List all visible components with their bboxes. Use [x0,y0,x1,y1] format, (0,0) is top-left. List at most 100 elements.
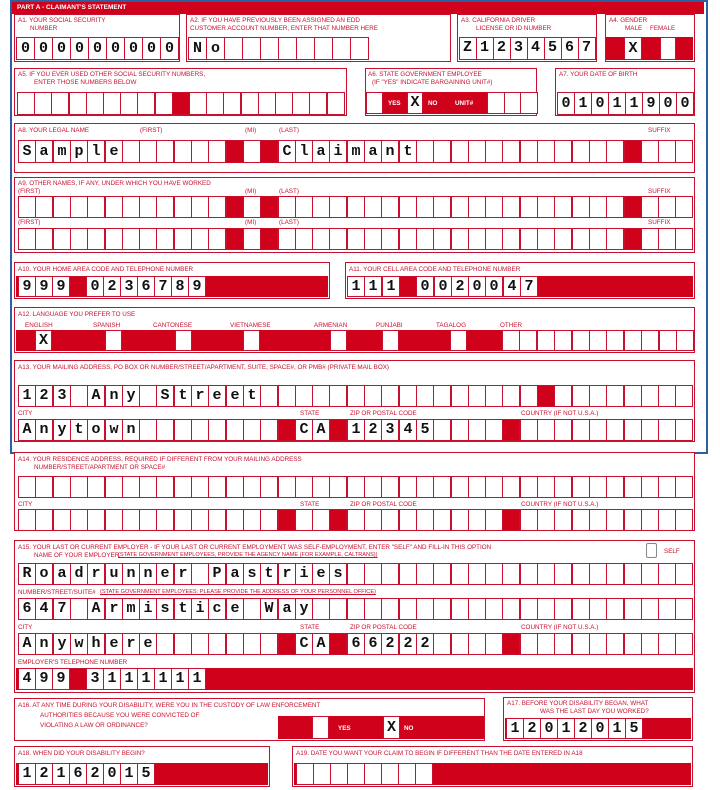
mailing-city-state-zip-cell[interactable] [433,419,451,441]
other-name-cell[interactable] [502,228,520,250]
residence-address-cell[interactable] [433,476,451,498]
legal-name-cell[interactable]: C [278,140,296,163]
other-name-cell[interactable] [174,196,192,218]
employer-name-cell[interactable] [416,563,434,585]
edd-account-cell[interactable] [278,37,297,60]
legal-name-cell[interactable] [416,140,434,163]
claim-begin-cell[interactable] [296,763,314,785]
employer-street-cell[interactable] [675,598,693,620]
mailing-address-cell[interactable] [347,385,365,407]
mailing-address-cell[interactable]: t [243,385,261,407]
legal-name-cell[interactable] [451,140,469,163]
other-name-cell[interactable] [156,228,174,250]
employer-street-cell[interactable]: y [295,598,313,620]
last-day-worked-cell[interactable]: 0 [591,718,609,739]
employer-city-state-zip-cell[interactable] [641,633,659,655]
language-checkbox-punjabi[interactable] [382,330,399,351]
mailing-city-state-zip-cell[interactable]: C [295,419,313,441]
ssn-digit-cell[interactable]: 0 [52,37,71,60]
other-name-cell[interactable] [502,196,520,218]
other-name-cell[interactable] [208,196,226,218]
cell-phone-cell[interactable]: 0 [468,276,486,297]
other-name-cell[interactable] [278,196,296,218]
residence-city-state-zip-cell[interactable] [312,509,330,531]
ssn-digit-cell[interactable]: 0 [88,37,107,60]
employer-phone-cell[interactable]: 4 [18,668,36,690]
employer-street-cell[interactable]: i [139,598,157,620]
legal-name-cell[interactable] [572,140,590,163]
other-name-cell[interactable] [589,196,607,218]
other-ssn-cell[interactable] [137,92,155,115]
other-name-cell[interactable] [105,228,123,250]
employer-street-cell[interactable] [433,598,451,620]
other-name-cell[interactable] [35,196,53,218]
other-language-cell[interactable] [641,330,659,351]
disability-begin-cell[interactable]: 1 [18,763,36,785]
other-name-cell[interactable] [572,228,590,250]
mailing-city-state-zip-cell[interactable] [451,419,469,441]
employer-name-cell[interactable]: o [35,563,53,585]
ssn-digit-cell[interactable]: 0 [142,37,161,60]
employer-city-state-zip-cell[interactable] [554,633,572,655]
employer-city-state-zip-cell[interactable] [589,633,607,655]
last-day-worked-cell[interactable]: 2 [574,718,592,739]
mailing-city-state-zip-cell[interactable]: 3 [381,419,399,441]
legal-name-cell[interactable]: a [364,140,382,163]
employer-name-cell[interactable] [658,563,676,585]
residence-city-state-zip-cell[interactable] [156,509,174,531]
employer-city-state-zip-cell[interactable] [208,633,226,655]
other-ssn-cell[interactable] [292,92,310,115]
cell-phone-cell[interactable]: 0 [485,276,503,297]
edd-account-cell[interactable]: o [206,37,225,60]
residence-city-state-zip-cell[interactable] [572,509,590,531]
residence-address-cell[interactable] [295,476,313,498]
claim-begin-cell[interactable] [313,763,331,785]
residence-city-state-zip-cell[interactable] [658,509,676,531]
employer-name-cell[interactable] [502,563,520,585]
employer-city-state-zip-cell[interactable]: A [18,633,36,655]
residence-city-state-zip-cell[interactable] [70,509,88,531]
employer-city-state-zip-cell[interactable] [260,633,278,655]
other-name-cell[interactable] [18,228,36,250]
legal-name-cell[interactable] [502,140,520,163]
employer-city-state-zip-cell[interactable] [537,633,555,655]
residence-city-state-zip-cell[interactable] [641,509,659,531]
other-name-cell[interactable] [537,228,555,250]
other-ssn-cell[interactable] [223,92,241,115]
employer-street-cell[interactable] [312,598,330,620]
dob-cell[interactable]: 1 [608,92,626,115]
legal-name-cell[interactable]: i [329,140,347,163]
employer-street-cell[interactable] [520,598,538,620]
mailing-city-state-zip-cell[interactable]: A [312,419,330,441]
mailing-city-state-zip-cell[interactable] [468,419,486,441]
residence-address-cell[interactable] [53,476,71,498]
employer-city-state-zip-cell[interactable] [675,633,693,655]
employer-street-cell[interactable]: A [87,598,105,620]
employer-name-cell[interactable]: r [87,563,105,585]
other-name-cell[interactable] [433,196,451,218]
employer-city-state-zip-cell[interactable] [156,633,174,655]
legal-name-cell[interactable] [658,140,676,163]
mailing-address-cell[interactable]: A [87,385,105,407]
residence-city-state-zip-cell[interactable] [485,509,503,531]
residence-address-cell[interactable] [347,476,365,498]
employer-street-cell[interactable]: W [260,598,278,620]
other-name-cell[interactable] [18,196,36,218]
ssn-digit-cell[interactable]: 0 [34,37,53,60]
cell-phone-cell[interactable]: 1 [347,276,365,297]
language-checkbox-tagalog[interactable] [450,330,467,351]
employer-street-cell[interactable]: 7 [53,598,71,620]
disability-begin-cell[interactable]: 2 [86,763,104,785]
residence-city-state-zip-cell[interactable] [520,509,538,531]
residence-address-cell[interactable] [537,476,555,498]
mailing-city-state-zip-cell[interactable]: n [35,419,53,441]
employer-name-cell[interactable]: r [278,563,296,585]
employer-street-cell[interactable] [399,598,417,620]
legal-name-cell[interactable] [485,140,503,163]
legal-name-cell[interactable] [243,140,261,163]
disability-begin-cell[interactable]: 6 [69,763,87,785]
employer-city-state-zip-cell[interactable] [174,633,192,655]
residence-address-cell[interactable] [139,476,157,498]
residence-address-cell[interactable] [122,476,140,498]
employer-city-state-zip-cell[interactable]: y [53,633,71,655]
